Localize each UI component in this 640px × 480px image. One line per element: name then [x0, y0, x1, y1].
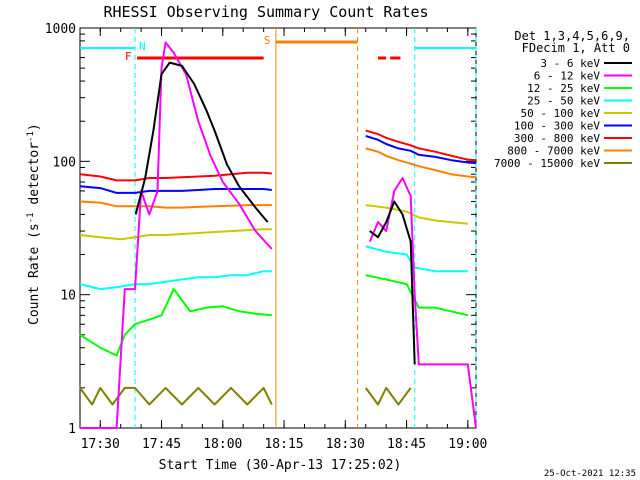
series-line-800-7000-kev: [365, 147, 477, 179]
legend-label-3-6-kev: 3 - 6 keV: [540, 57, 600, 70]
series-line-12-25-kev: [79, 288, 272, 357]
y-axis-label-part: Count Rate (s: [27, 223, 42, 325]
f-flag-label: F: [125, 50, 132, 63]
y-axis-label-sup: -1: [26, 212, 36, 223]
legend-label-6-12-kev: 6 - 12 keV: [534, 70, 601, 83]
x-tick-label: 17:45: [142, 437, 181, 452]
series-line-800-7000-kev: [79, 200, 272, 209]
y-tick-label: 100: [53, 155, 76, 170]
x-tick-label: 17:30: [81, 437, 120, 452]
axes-layer: 17:30 17:45 18:00 18:15 18:30 18:45 19:00 1 10 10…: [45, 22, 488, 452]
legend-label-25-50-kev: 25 - 50 keV: [527, 95, 600, 108]
legend-header-line-2: FDecim 1, Att 0: [522, 41, 630, 55]
series-line-3-6-kev: [134, 61, 269, 223]
y-axis-label: Count Rate (s-1 detector-1): [26, 123, 42, 325]
timestamp: 25-Oct-2021 12:35: [544, 469, 636, 479]
y-axis-label-end: ): [27, 123, 42, 131]
legend-label-100-300-kev: 100 - 300 keV: [514, 120, 600, 133]
series-line-300-800-kev: [79, 171, 272, 182]
y-tick-label: 1: [68, 422, 76, 437]
series-line-6-12-kev: [80, 41, 273, 429]
series-line-12-25-kev: [365, 274, 469, 317]
series-line-100-300-kev: [365, 135, 477, 165]
series-line-300-800-kev: [365, 129, 477, 162]
x-tick-label: 18:30: [326, 437, 365, 452]
legend-label-300-800-kev: 300 - 800 keV: [514, 132, 600, 145]
series-layer: [79, 41, 477, 429]
n-flag-label: N: [139, 40, 146, 53]
series-line-50-100-kev: [365, 204, 468, 225]
series-line-25-50-kev: [79, 270, 272, 291]
legend-label-800-7000-kev: 800 - 7000 keV: [507, 145, 600, 158]
x-tick-label: 18:45: [387, 437, 426, 452]
series-line-3-6-kev: [369, 200, 416, 365]
series-line-50-100-kev: [79, 228, 272, 241]
legend-label-7000-15000-kev: 7000 - 15000 keV: [494, 157, 600, 170]
s-flag-label: S: [264, 34, 271, 47]
legend-label-50-100-kev: 50 - 100 keV: [521, 107, 601, 120]
series-line-7000-15000-kev: [364, 386, 412, 406]
legend-header-line-1: Det 1,3,4,5,6,9,: [514, 29, 630, 43]
x-tick-label: 19:00: [448, 437, 487, 452]
chart-title: RHESSI Observing Summary Count Rates: [103, 3, 428, 21]
y-axis-label-mid: detector: [27, 142, 42, 213]
y-axis-label-sup: -1: [26, 131, 36, 142]
series-line-7000-15000-kev: [79, 386, 273, 406]
series-line-25-50-kev: [365, 245, 468, 273]
y-tick-label: 1000: [45, 22, 76, 37]
flags-layer: NF S: [80, 28, 477, 428]
series-line-100-300-kev: [79, 185, 272, 194]
y-tick-label: 10: [60, 289, 76, 304]
x-axis-label: Start Time (30-Apr-13 17:25:02): [159, 458, 402, 473]
x-tick-label: 18:00: [203, 437, 242, 452]
legend-label-12-25-kev: 12 - 25 keV: [527, 82, 600, 95]
x-tick-label: 18:15: [264, 437, 303, 452]
